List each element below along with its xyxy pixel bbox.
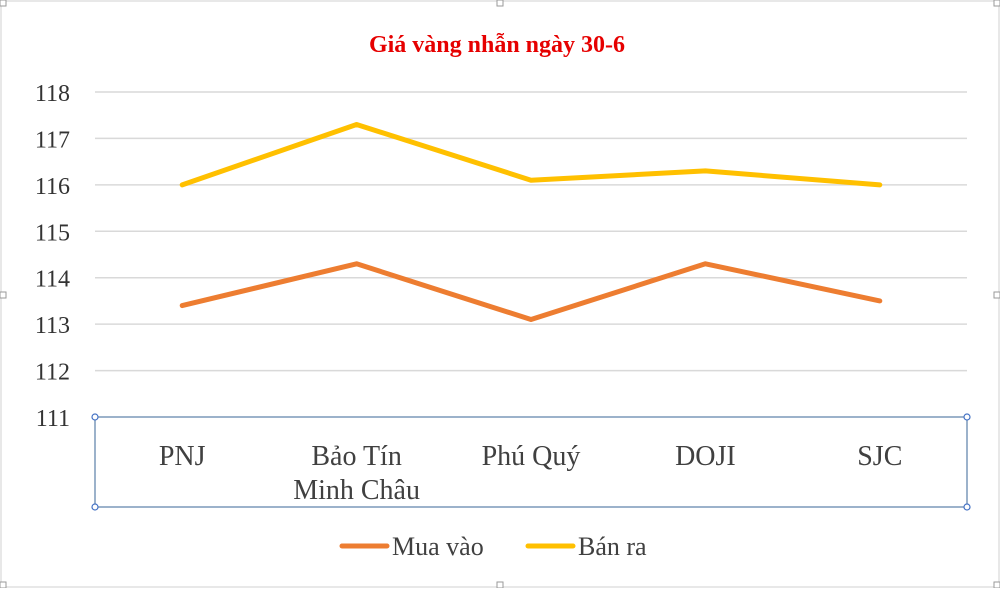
y-tick-label: 116: [35, 174, 70, 200]
legend-label: Mua vào: [392, 532, 484, 561]
y-tick-label: 114: [35, 267, 70, 293]
y-tick-label: 115: [35, 220, 70, 246]
x-tick-label: Minh Châu: [293, 475, 420, 506]
y-tick-label: 112: [35, 360, 70, 386]
selection-handle[interactable]: [964, 504, 970, 510]
resize-handle[interactable]: [0, 0, 6, 6]
selection-handle[interactable]: [964, 414, 970, 420]
legend-label: Bán ra: [578, 532, 647, 561]
y-tick-label: 113: [35, 313, 70, 339]
x-tick-label: Phú Quý: [482, 441, 581, 472]
x-tick-label: SJC: [857, 441, 902, 472]
resize-handle[interactable]: [497, 0, 503, 6]
selection-handle[interactable]: [92, 504, 98, 510]
y-tick-label: 111: [36, 406, 70, 432]
selection-handle[interactable]: [92, 414, 98, 420]
x-tick-label: DOJI: [675, 441, 736, 472]
resize-handle[interactable]: [497, 582, 503, 588]
y-tick-label: 118: [35, 81, 70, 107]
resize-handle[interactable]: [0, 292, 6, 298]
y-tick-label: 117: [35, 127, 70, 153]
resize-handle[interactable]: [994, 292, 1000, 298]
resize-handle[interactable]: [994, 0, 1000, 6]
chart-title: Giá vàng nhẫn ngày 30-6: [369, 32, 625, 58]
x-tick-label: Bảo Tín: [311, 441, 401, 472]
resize-handle[interactable]: [994, 582, 1000, 588]
x-tick-label: PNJ: [159, 441, 206, 472]
resize-handle[interactable]: [0, 582, 6, 588]
